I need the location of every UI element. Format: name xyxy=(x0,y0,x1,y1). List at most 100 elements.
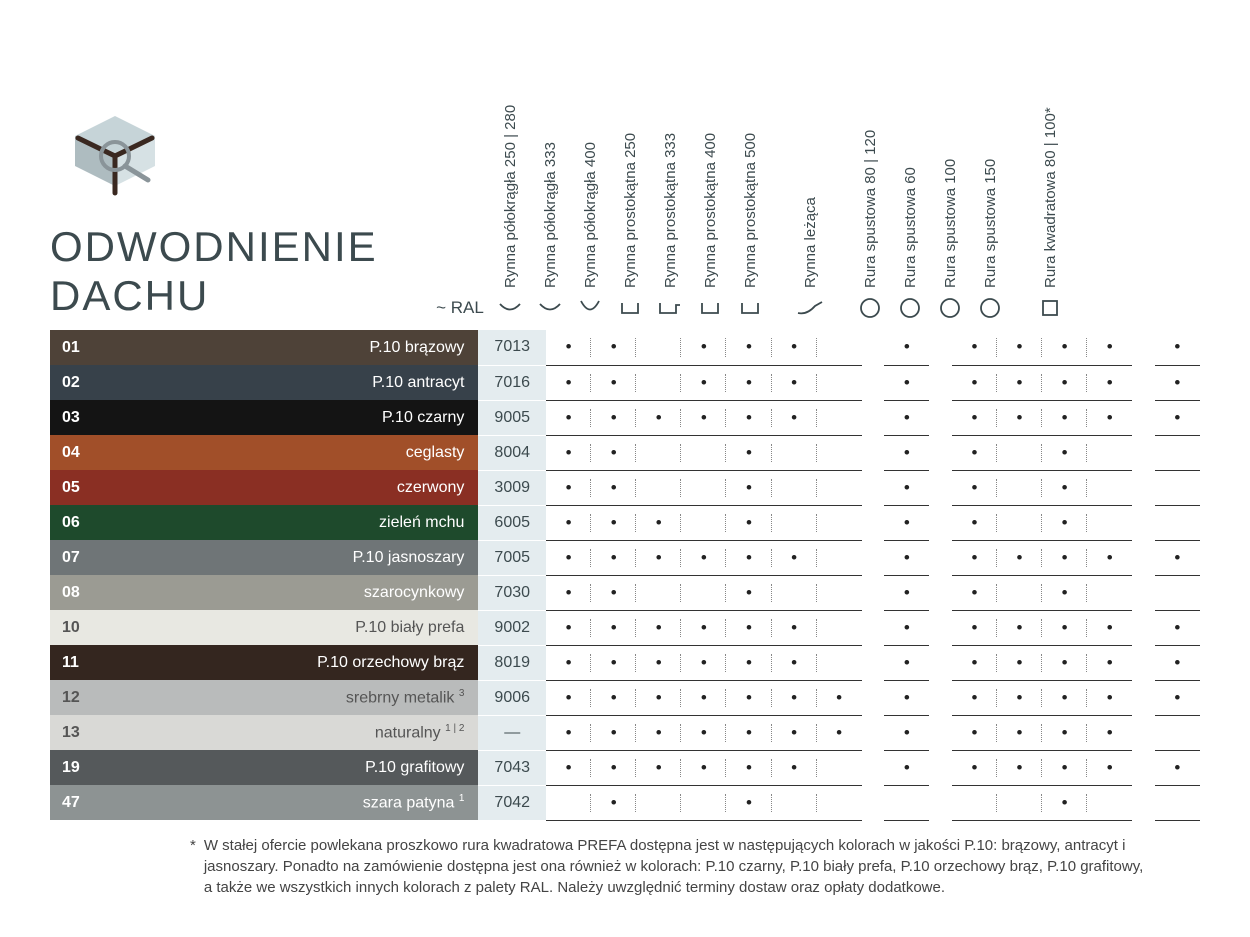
availability-cell xyxy=(1155,715,1200,750)
availability-cell: • xyxy=(726,785,771,820)
column-header: Rura spustowa 100 xyxy=(930,88,970,320)
availability-cell: • xyxy=(591,680,636,715)
ral-column-header: ~ RAL xyxy=(430,298,490,318)
availability-cell xyxy=(1155,470,1200,505)
availability-cell: • xyxy=(591,540,636,575)
availability-cell: • xyxy=(952,715,997,750)
availability-cell: • xyxy=(681,610,726,645)
column-headers: Rynna półokrągła 250 | 280Rynna półokrąg… xyxy=(490,88,1070,320)
availability-cell: • xyxy=(1155,610,1200,645)
availability-cell: • xyxy=(884,400,929,435)
availability-cell xyxy=(772,575,817,610)
availability-cell xyxy=(772,470,817,505)
availability-cell: • xyxy=(884,610,929,645)
availability-cell xyxy=(1155,785,1200,820)
availability-cell: • xyxy=(1042,610,1087,645)
availability-cell xyxy=(636,575,681,610)
availability-cell: • xyxy=(546,330,591,365)
product-icon xyxy=(60,108,430,203)
availability-cell: • xyxy=(1155,645,1200,680)
availability-cell: • xyxy=(1087,330,1132,365)
availability-cell: • xyxy=(591,785,636,820)
availability-cell: • xyxy=(726,680,771,715)
availability-cell: • xyxy=(884,540,929,575)
availability-cell xyxy=(681,575,726,610)
availability-cell: • xyxy=(1087,750,1132,785)
availability-cell: • xyxy=(636,505,681,540)
availability-cell: • xyxy=(1042,575,1087,610)
availability-cell: • xyxy=(591,470,636,505)
availability-cell: • xyxy=(884,505,929,540)
column-header: Rura spustowa 150 xyxy=(970,88,1010,320)
availability-table: 01P.10 brązowy7013•••••••••••02P.10 antr… xyxy=(50,330,1200,821)
availability-cell: • xyxy=(726,610,771,645)
availability-cell: • xyxy=(952,435,997,470)
availability-cell: • xyxy=(546,505,591,540)
availability-cell: • xyxy=(1042,400,1087,435)
availability-cell: • xyxy=(546,750,591,785)
availability-cell: • xyxy=(636,680,681,715)
availability-cell: • xyxy=(952,750,997,785)
availability-cell: • xyxy=(681,645,726,680)
availability-cell: • xyxy=(772,540,817,575)
availability-cell: • xyxy=(997,330,1042,365)
availability-cell xyxy=(997,505,1042,540)
availability-cell: • xyxy=(772,715,817,750)
table-row: 02P.10 antracyt7016••••••••••• xyxy=(50,365,1200,400)
availability-cell: • xyxy=(1087,610,1132,645)
availability-cell: • xyxy=(884,365,929,400)
availability-cell: • xyxy=(1087,645,1132,680)
availability-cell: • xyxy=(952,540,997,575)
availability-cell xyxy=(546,785,591,820)
availability-cell: • xyxy=(726,470,771,505)
availability-cell xyxy=(817,785,862,820)
table-row: 07P.10 jasnoszary7005•••••••••••• xyxy=(50,540,1200,575)
availability-cell xyxy=(636,435,681,470)
availability-cell xyxy=(1155,575,1200,610)
availability-cell: • xyxy=(884,470,929,505)
availability-cell: • xyxy=(884,645,929,680)
availability-cell: • xyxy=(546,575,591,610)
availability-cell: • xyxy=(546,365,591,400)
availability-cell xyxy=(681,435,726,470)
availability-cell: • xyxy=(591,750,636,785)
availability-cell: • xyxy=(636,715,681,750)
availability-cell xyxy=(636,470,681,505)
availability-cell xyxy=(817,575,862,610)
availability-cell: • xyxy=(546,470,591,505)
availability-cell: • xyxy=(884,715,929,750)
availability-cell: • xyxy=(884,435,929,470)
column-header: Rynna prostokątna 400 xyxy=(690,88,730,320)
availability-cell xyxy=(997,435,1042,470)
availability-cell: • xyxy=(1042,750,1087,785)
availability-cell xyxy=(1087,505,1132,540)
availability-cell: • xyxy=(726,435,771,470)
availability-cell: • xyxy=(1042,645,1087,680)
table-row: 12srebrny metalik 39006••••••••••••• xyxy=(50,680,1200,715)
availability-cell: • xyxy=(1087,540,1132,575)
availability-cell: • xyxy=(1042,785,1087,820)
availability-cell: • xyxy=(591,435,636,470)
availability-cell: • xyxy=(1042,680,1087,715)
table-row: 05czerwony3009•••••• xyxy=(50,470,1200,505)
availability-cell: • xyxy=(997,610,1042,645)
availability-cell: • xyxy=(681,680,726,715)
availability-cell xyxy=(817,365,862,400)
availability-cell: • xyxy=(1155,330,1200,365)
availability-cell: • xyxy=(772,645,817,680)
availability-cell: • xyxy=(952,400,997,435)
availability-cell xyxy=(681,505,726,540)
table-row: 06zieleń mchu6005••••••• xyxy=(50,505,1200,540)
availability-cell xyxy=(817,330,862,365)
availability-cell: • xyxy=(546,680,591,715)
availability-cell: • xyxy=(884,330,929,365)
column-header: Rura kwadratowa 80 | 100* xyxy=(1030,88,1070,320)
availability-cell: • xyxy=(1042,505,1087,540)
availability-cell xyxy=(817,505,862,540)
availability-cell: • xyxy=(636,610,681,645)
availability-cell: • xyxy=(1155,540,1200,575)
footnote: * W stałej ofercie powlekana proszkowo r… xyxy=(190,835,1150,898)
availability-cell: • xyxy=(546,540,591,575)
column-header: Rura spustowa 60 xyxy=(890,88,930,320)
availability-cell: • xyxy=(997,750,1042,785)
